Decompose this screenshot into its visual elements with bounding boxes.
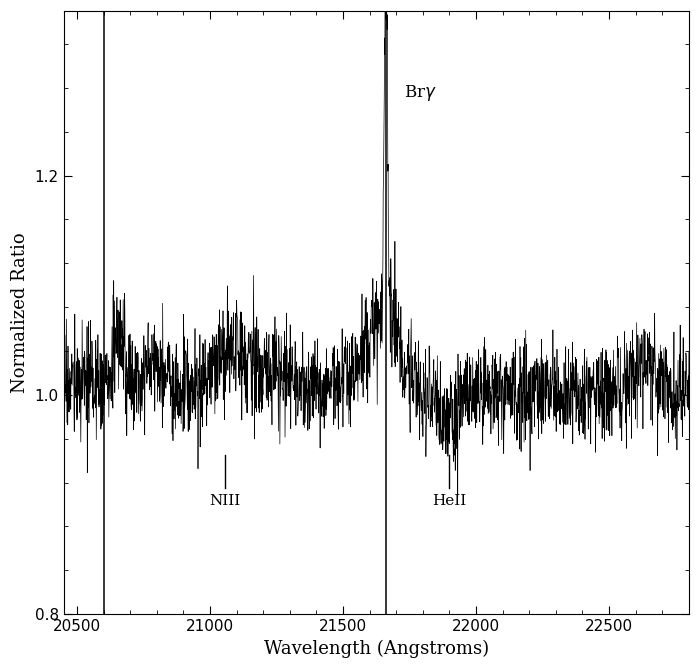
Text: NIII: NIII xyxy=(209,494,240,508)
Y-axis label: Normalized Ratio: Normalized Ratio xyxy=(11,232,29,393)
Text: Br$\gamma$: Br$\gamma$ xyxy=(404,84,437,103)
X-axis label: Wavelength (Angstroms): Wavelength (Angstroms) xyxy=(264,640,489,658)
Text: HeII: HeII xyxy=(433,494,467,508)
